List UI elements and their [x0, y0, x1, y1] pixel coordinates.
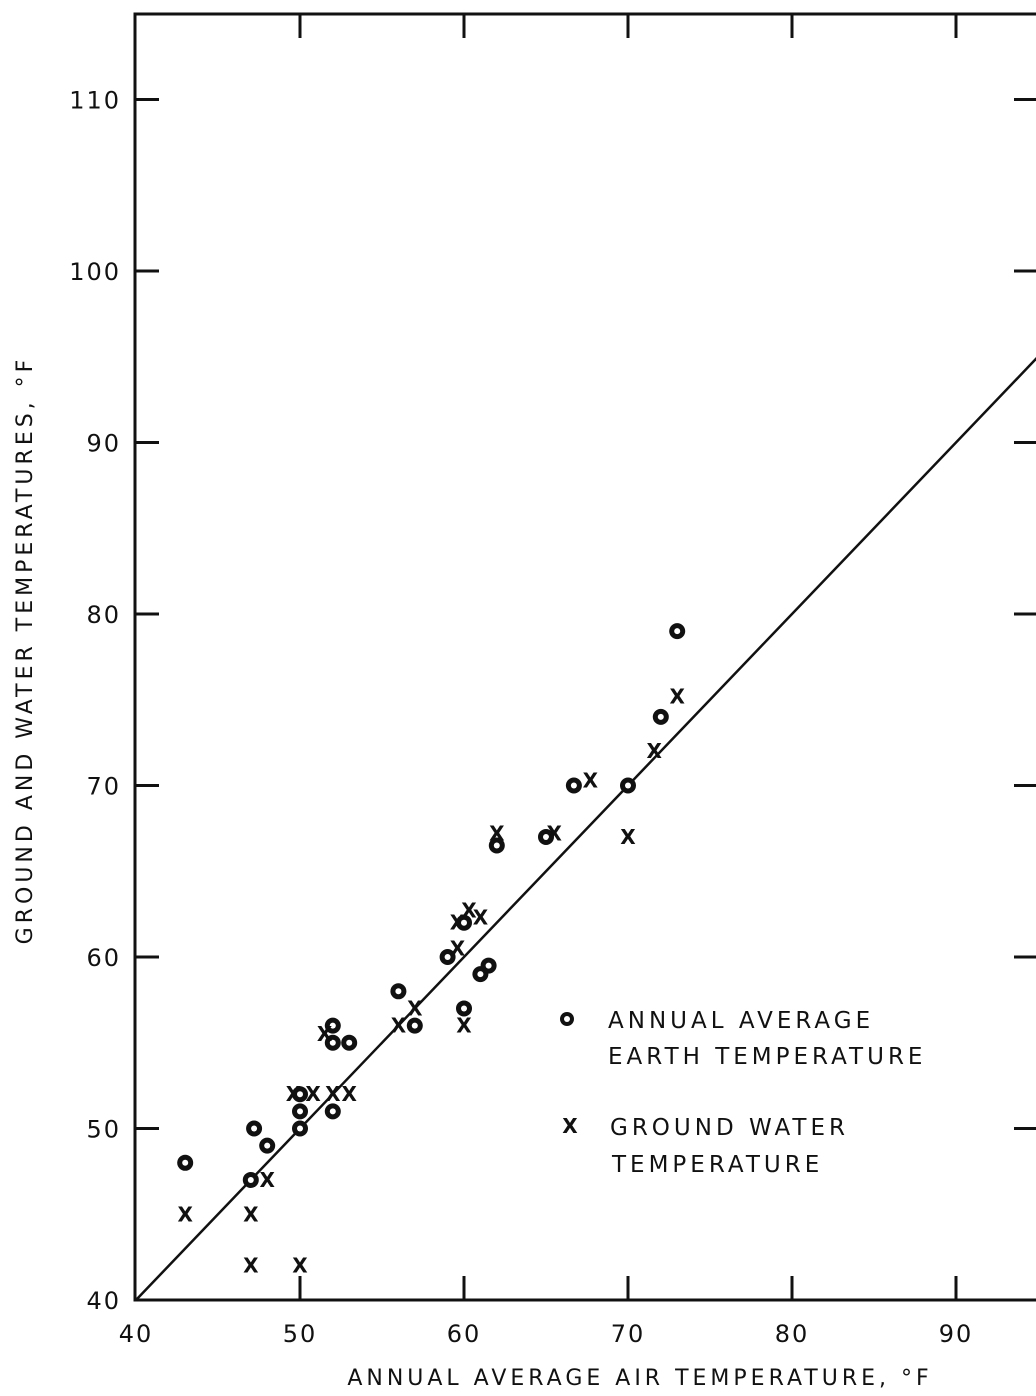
earth-temperature-point — [292, 1120, 308, 1137]
earth-temperature-point — [177, 1154, 194, 1171]
earth-temperature-point — [324, 1103, 341, 1120]
x-tick-label: 90 — [939, 1320, 974, 1348]
y-tick-label: 100 — [69, 258, 121, 286]
ground-water-point: X — [292, 1254, 308, 1278]
x-axis-label: ANNUAL AVERAGE AIR TEMPERATURE, °F — [347, 1366, 932, 1391]
x-tick-label: 70 — [611, 1320, 646, 1348]
equality-line — [135, 357, 1036, 1301]
x-tick-label: 80 — [775, 1320, 810, 1348]
ground-water-point: X — [450, 936, 466, 960]
ground-water-point: X — [286, 1082, 302, 1106]
y-tick-label: 90 — [86, 430, 121, 458]
ground-water-point: X — [243, 1254, 259, 1278]
legend-earth-label-line1: ANNUAL AVERAGE — [608, 1008, 874, 1034]
y-tick-label: 40 — [86, 1287, 121, 1315]
ground-water-point: X — [317, 1022, 333, 1046]
earth-temperature-point — [341, 1034, 358, 1051]
earth-temperature-point — [292, 1103, 308, 1120]
earth-temperature-points — [177, 623, 686, 1188]
x-tick-label: 40 — [119, 1320, 154, 1348]
x-axis-ticks: 40 50 60 70 80 90 — [119, 14, 974, 1348]
earth-temperature-point — [538, 828, 554, 845]
ground-water-point: X — [450, 911, 466, 935]
plot-frame — [133, 12, 1036, 1302]
ground-water-point: X — [243, 1202, 259, 1226]
equality-line-layer — [135, 357, 1036, 1301]
y-tick-label: 60 — [86, 944, 121, 972]
ground-water-point: X — [259, 1168, 275, 1192]
earth-temperature-point — [456, 1000, 472, 1017]
earth-temperature-point — [456, 914, 472, 931]
ground-water-point: X — [305, 1082, 321, 1106]
ground-water-point: X — [177, 1202, 193, 1226]
legend: ANNUAL AVERAGE EARTH TEMPERATURE X GROUN… — [560, 1008, 926, 1178]
ground-water-point: X — [407, 996, 423, 1020]
legend-water-marker: X — [562, 1114, 578, 1138]
earth-temperature-point — [390, 983, 407, 1000]
y-tick-label: 50 — [86, 1116, 121, 1144]
ground-water-point: X — [620, 825, 636, 849]
legend-earth-marker — [560, 1012, 574, 1026]
y-tick-label: 70 — [86, 773, 121, 801]
earth-temperature-point — [565, 777, 582, 794]
earth-temperature-point — [246, 1120, 263, 1137]
y-tick-label: 80 — [86, 601, 121, 629]
earth-temperature-point — [652, 708, 669, 725]
legend-water-label-line1: GROUND WATER — [610, 1115, 849, 1141]
y-axis-label: GROUND AND WATER TEMPERATURES, °F — [13, 356, 38, 945]
earth-temperature-point — [480, 957, 497, 974]
earth-temperature-point — [242, 1171, 259, 1188]
ground-water-point: X — [456, 1014, 472, 1038]
ground-water-point: X — [461, 899, 477, 923]
ground-water-point: X — [325, 1082, 341, 1106]
ground-water-point: X — [341, 1082, 357, 1106]
earth-temperature-point — [324, 1034, 341, 1051]
legend-earth-label-line2: EARTH TEMPERATURE — [608, 1044, 926, 1070]
legend-water-label-line2: TEMPERATURE — [611, 1152, 823, 1178]
y-tick-label: 110 — [69, 87, 121, 115]
earth-temperature-point — [292, 1086, 308, 1103]
ground-water-point: X — [669, 684, 685, 708]
x-tick-label: 50 — [283, 1320, 318, 1348]
earth-temperature-point — [669, 623, 686, 640]
ground-water-point: X — [391, 1014, 407, 1038]
ground-water-point: X — [473, 906, 489, 930]
earth-temperature-point — [439, 949, 456, 965]
earth-temperature-point — [488, 837, 505, 854]
earth-temperature-point — [324, 1017, 341, 1034]
earth-temperature-point — [406, 1017, 423, 1034]
earth-temperature-point — [259, 1137, 276, 1154]
ground-water-point: X — [489, 822, 505, 846]
ground-water-point: X — [647, 739, 663, 763]
ground-water-point: X — [583, 768, 599, 792]
x-tick-label: 60 — [447, 1320, 482, 1348]
earth-temperature-point — [620, 777, 636, 794]
y-axis-ticks: 40 50 60 70 80 90 100 110 — [69, 87, 1036, 1315]
ground-water-point: X — [546, 822, 562, 846]
